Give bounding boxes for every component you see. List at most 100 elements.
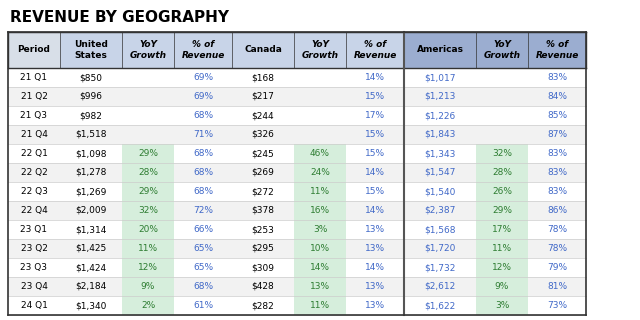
Bar <box>476 32 528 68</box>
Text: $1,213: $1,213 <box>424 92 456 101</box>
Text: $428: $428 <box>252 282 275 291</box>
Text: 68%: 68% <box>193 168 213 177</box>
Text: 68%: 68% <box>193 111 213 120</box>
Text: $378: $378 <box>252 206 275 215</box>
Bar <box>8 163 586 182</box>
Text: 14%: 14% <box>365 263 385 272</box>
Text: 15%: 15% <box>365 187 385 196</box>
Text: 11%: 11% <box>310 187 330 196</box>
Text: 29%: 29% <box>138 149 158 158</box>
Text: 26%: 26% <box>492 187 512 196</box>
Text: 21 Q3: 21 Q3 <box>20 111 47 120</box>
Text: Period: Period <box>17 45 51 54</box>
Text: $1,098: $1,098 <box>76 149 107 158</box>
Text: 28%: 28% <box>138 168 158 177</box>
Text: $1,340: $1,340 <box>76 301 107 310</box>
Bar <box>476 182 528 201</box>
Text: REVENUE BY GEOGRAPHY: REVENUE BY GEOGRAPHY <box>10 11 229 26</box>
Text: $982: $982 <box>79 111 102 120</box>
Bar <box>476 239 528 258</box>
Text: $1,540: $1,540 <box>424 187 456 196</box>
Text: YoY
Growth: YoY Growth <box>483 40 520 60</box>
Text: $1,314: $1,314 <box>76 225 107 234</box>
Text: 11%: 11% <box>492 244 512 253</box>
Text: 2%: 2% <box>141 301 155 310</box>
Text: 69%: 69% <box>193 73 213 82</box>
Text: 17%: 17% <box>365 111 385 120</box>
Text: 28%: 28% <box>492 168 512 177</box>
Bar <box>122 277 174 296</box>
Text: 22 Q4: 22 Q4 <box>20 206 47 215</box>
Bar <box>294 220 346 239</box>
Bar <box>8 125 586 144</box>
Text: 15%: 15% <box>365 130 385 139</box>
Text: $309: $309 <box>252 263 275 272</box>
Bar <box>476 296 528 315</box>
Text: $269: $269 <box>252 168 275 177</box>
Bar <box>476 220 528 239</box>
Text: $850: $850 <box>79 73 102 82</box>
Text: 13%: 13% <box>310 282 330 291</box>
Text: 46%: 46% <box>310 149 330 158</box>
Text: $245: $245 <box>252 149 275 158</box>
Text: 83%: 83% <box>547 149 567 158</box>
Text: 79%: 79% <box>547 263 567 272</box>
Text: $2,612: $2,612 <box>424 282 456 291</box>
Text: 21 Q2: 21 Q2 <box>20 92 47 101</box>
Text: $2,184: $2,184 <box>76 282 107 291</box>
Text: $996: $996 <box>79 92 102 101</box>
Text: 11%: 11% <box>310 301 330 310</box>
Text: $1,017: $1,017 <box>424 73 456 82</box>
Text: $1,269: $1,269 <box>76 187 107 196</box>
Text: $168: $168 <box>252 73 275 82</box>
Text: 23 Q1: 23 Q1 <box>20 225 47 234</box>
Text: 23 Q2: 23 Q2 <box>20 244 47 253</box>
Text: 84%: 84% <box>547 92 567 101</box>
Text: 83%: 83% <box>547 168 567 177</box>
Text: % of
Revenue: % of Revenue <box>181 40 225 60</box>
Bar <box>476 258 528 277</box>
Text: 68%: 68% <box>193 187 213 196</box>
Bar <box>122 258 174 277</box>
Text: $1,425: $1,425 <box>76 244 107 253</box>
Bar <box>294 32 346 68</box>
Bar <box>8 201 586 220</box>
Bar <box>294 258 346 277</box>
Text: 85%: 85% <box>547 111 567 120</box>
Bar <box>404 32 476 68</box>
Text: 24%: 24% <box>310 168 330 177</box>
Bar <box>346 32 404 68</box>
Text: 83%: 83% <box>547 187 567 196</box>
Text: 73%: 73% <box>547 301 567 310</box>
Text: 16%: 16% <box>310 206 330 215</box>
Text: 9%: 9% <box>141 282 155 291</box>
Bar <box>122 144 174 163</box>
Text: 20%: 20% <box>138 225 158 234</box>
Text: 14%: 14% <box>310 263 330 272</box>
Bar <box>8 32 60 68</box>
Bar <box>8 182 586 201</box>
Text: 68%: 68% <box>193 149 213 158</box>
Text: 23 Q3: 23 Q3 <box>20 263 47 272</box>
Text: $1,720: $1,720 <box>424 244 456 253</box>
Text: $2,009: $2,009 <box>76 206 107 215</box>
Text: 13%: 13% <box>365 244 385 253</box>
Text: 24 Q1: 24 Q1 <box>20 301 47 310</box>
Bar <box>8 277 586 296</box>
Text: 21 Q4: 21 Q4 <box>20 130 47 139</box>
Text: 78%: 78% <box>547 244 567 253</box>
Text: 22 Q2: 22 Q2 <box>20 168 47 177</box>
Text: 10%: 10% <box>310 244 330 253</box>
Text: $1,343: $1,343 <box>424 149 456 158</box>
Bar <box>122 201 174 220</box>
Bar <box>294 296 346 315</box>
Text: 66%: 66% <box>193 225 213 234</box>
Text: Canada: Canada <box>244 45 282 54</box>
Text: 32%: 32% <box>492 149 512 158</box>
Text: 13%: 13% <box>365 301 385 310</box>
Bar <box>476 201 528 220</box>
Text: $295: $295 <box>252 244 275 253</box>
Text: 65%: 65% <box>193 244 213 253</box>
Text: 29%: 29% <box>492 206 512 215</box>
Text: 15%: 15% <box>365 149 385 158</box>
